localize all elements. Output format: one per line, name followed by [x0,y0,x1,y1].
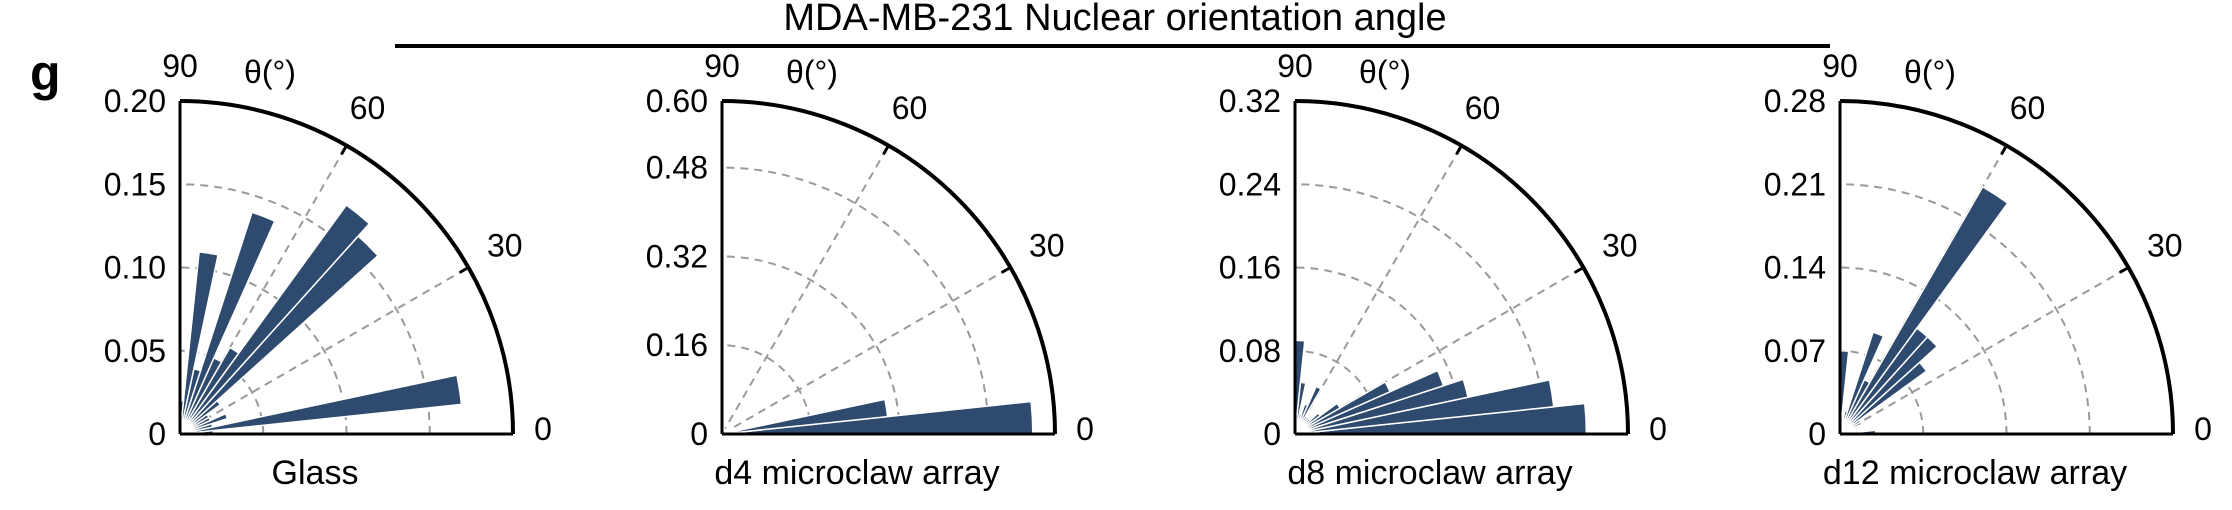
angle-tick-label: 0 [1076,411,1094,447]
panel-subtitle: Glass [272,454,359,492]
theta-axis-label: θ(°) [1904,54,1956,90]
polar-bar [179,374,463,435]
angle-tick-label: 90 [704,48,740,84]
panel-subtitle: d12 microclaw array [1823,454,2127,492]
angle-tick [1573,266,1585,274]
angle-tick [2000,144,2008,156]
polar-bar [179,211,276,435]
radial-tick-label: 0.60 [646,83,708,119]
angle-tick-label: 60 [350,90,386,126]
grid-arc [721,166,990,435]
angle-tick-label: 0 [534,411,552,447]
angle-tick-label: 30 [2147,228,2183,264]
angle-tick-label: 30 [487,228,523,264]
polar-panel: 0 30 60 90 θ(°) 0 0.05 0.10 0.15 0.20 Glass [104,48,552,492]
radial-tick-label: 0.28 [1764,83,1826,119]
angle-tick [882,144,890,156]
outer-arc [179,99,515,435]
angle-tick-label: 60 [1465,90,1501,126]
grid-arc [1839,183,2091,435]
angle-tick-label: 0 [2194,411,2212,447]
polar-panel: 0 30 60 90 θ(°) 0 0.07 0.14 0.21 0.28 d12 microcla… [1764,48,2212,492]
grid-arc [1839,349,1925,435]
polar-panel: 0 30 60 90 θ(°) 0 0.16 0.32 0.48 0.60 d4 microclaw… [646,48,1094,492]
polar-panel: 0 30 60 90 θ(°) 0 0.08 0.16 0.24 0.32 d8 microclaw… [1219,48,1667,492]
angle-tick-label: 30 [1029,228,1065,264]
angle-tick-label: 90 [1277,48,1313,84]
radial-tick-label: 0.10 [104,250,166,286]
polar-bar [721,398,889,435]
angle-tick [1455,144,1463,156]
radial-tick-label: 0.16 [646,327,708,363]
radial-tick-label: 0.32 [646,238,708,274]
radial-tick-label: 0.07 [1764,333,1826,369]
angle-tick [2118,266,2130,274]
polar-bar [179,203,371,435]
polar-bar [1839,185,2009,435]
radial-tick-label: 0.16 [1219,250,1281,286]
radial-tick-label: 0.20 [104,83,166,119]
grid-arc [1839,266,2008,435]
theta-axis-label: θ(°) [786,54,838,90]
radial-tick-label: 0.24 [1219,166,1281,202]
outer-arc [1839,99,2175,435]
radial-tick-label: 0.48 [646,150,708,186]
angle-tick-label: 0 [1649,411,1667,447]
polar-panels: 0 30 60 90 θ(°) 0 0.05 0.10 0.15 0.20 Glass 0 30 60 90… [104,48,2212,492]
angle-tick-label: 30 [1602,228,1638,264]
grid-arc [1294,266,1463,435]
angle-tick-label: 90 [162,48,198,84]
radial-tick-label: 0 [1808,416,1826,452]
panel-subtitle: d8 microclaw array [1287,454,1572,492]
radial-tick-label: 0.15 [104,166,166,202]
panel-label: g [30,45,61,101]
polar-bar [1839,331,1885,435]
outer-arc [1294,99,1630,435]
figure-title: MDA-MB-231 Nuclear orientation angle [783,0,1446,39]
angle-tick-label: 60 [892,90,928,126]
radial-tick-label: 0.32 [1219,83,1281,119]
polar-bar [1839,327,1929,435]
grid-spoke [721,145,890,435]
angle-tick-label: 60 [2010,90,2046,126]
grid-arc [1294,183,1546,435]
theta-axis-label: θ(°) [244,54,296,90]
outer-arc [721,99,1057,435]
theta-axis-label: θ(°) [1359,54,1411,90]
radial-tick-label: 0.08 [1219,333,1281,369]
angle-tick [340,144,348,156]
radial-tick-label: 0.21 [1764,166,1826,202]
radial-tick-label: 0 [148,416,166,452]
angle-tick [458,266,470,274]
radial-tick-label: 0.05 [104,333,166,369]
angle-tick-label: 90 [1822,48,1858,84]
radial-tick-label: 0 [1263,416,1281,452]
polar-bar [179,346,240,435]
polar-bar [179,251,219,435]
panel-subtitle: d4 microclaw array [714,454,999,492]
radial-tick-label: 0.14 [1764,250,1826,286]
polar-bar [1294,385,1323,435]
angle-tick [1000,266,1012,274]
grid-arc [721,255,901,435]
radial-tick-label: 0 [690,416,708,452]
